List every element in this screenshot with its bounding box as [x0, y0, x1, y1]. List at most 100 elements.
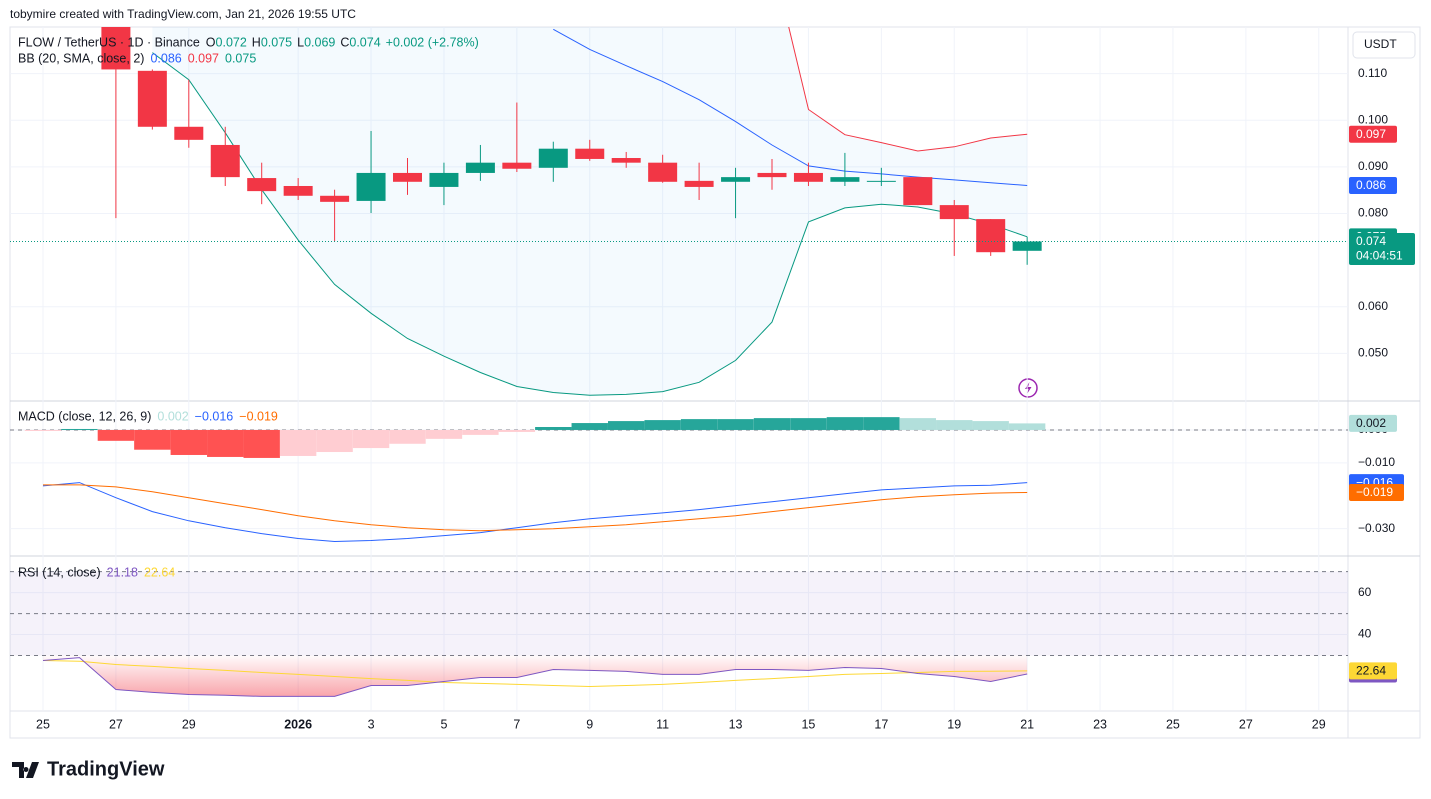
candle-body: [648, 162, 678, 182]
macd-histogram-bar: [680, 419, 718, 430]
y-tick-label: 0.110: [1358, 66, 1387, 80]
currency[interactable]: USDT: [1364, 37, 1397, 51]
currency-button[interactable]: [1352, 31, 1416, 59]
bb-line: [152, 52, 1028, 396]
logo-mark: [12, 762, 39, 778]
macd-histogram-bar: [571, 423, 608, 430]
price-label-box: [1349, 177, 1397, 195]
frame: [9, 26, 1421, 739]
macd-histogram-bar: [61, 428, 98, 430]
legend-text: FLOW / TetherUS · 1D · Binance: [18, 35, 200, 49]
legend-text: MACD (close, 12, 26, 9): [18, 409, 151, 423]
legend-text: −0.016: [195, 409, 234, 423]
rsi-line: [42, 660, 1028, 688]
x-tick-label: 29: [1312, 717, 1326, 731]
macd-histogram-bar: [790, 418, 827, 430]
macd-line: [43, 484, 1028, 532]
x-tick-label: 23: [1093, 717, 1107, 731]
candle-body: [465, 162, 495, 173]
candle-body: [830, 177, 860, 182]
logo: TradingView: [12, 758, 165, 780]
legend-text: −0.019: [239, 409, 278, 423]
x-tick-label: 9: [586, 717, 593, 731]
bb-line: [788, 27, 1028, 152]
candle-body: [757, 172, 787, 178]
last-price-box: [1349, 232, 1415, 265]
x-tick-label: 21: [1020, 717, 1034, 731]
oversold-fill: [43, 655, 1028, 697]
legend-text: 0.075: [261, 35, 292, 49]
price-label: 0.086: [1356, 178, 1386, 192]
candle-body: [721, 177, 751, 182]
legend-text: 0.002: [157, 409, 188, 423]
y-tick-label: 0.050: [1358, 346, 1388, 360]
x-tick-label: 3: [368, 717, 375, 731]
candle-body: [429, 172, 459, 187]
x-tick-label: 25: [1166, 717, 1180, 731]
x-tick-label: 2026: [284, 717, 312, 731]
candle-body: [793, 172, 823, 182]
candle-body: [247, 178, 277, 192]
x-tick-label: 25: [36, 717, 50, 731]
legend-text: BB (20, SMA, close, 2): [18, 51, 144, 65]
candle-body: [283, 185, 313, 196]
y-tick-label: −0.030: [1358, 521, 1395, 535]
legend-text: 0.069: [304, 35, 335, 49]
y-tick-label: 0.090: [1358, 159, 1388, 173]
macd-histogram-bar: [97, 429, 135, 441]
legend-text: 0.074: [349, 35, 380, 49]
legend-text: RSI (14, close): [18, 565, 101, 579]
legend-text: L: [297, 35, 304, 49]
x-tick-label: 27: [109, 717, 123, 731]
candle-body: [101, 27, 131, 70]
macd-histogram-bar: [936, 420, 973, 430]
macd-histogram-bar: [717, 419, 754, 430]
bb-line: [553, 28, 1028, 186]
y-tick-label: 0.080: [1358, 206, 1388, 220]
last-price-label: 0.074: [1356, 234, 1386, 248]
price-label: 0.097: [1356, 127, 1386, 141]
price-label-box: [1349, 414, 1397, 432]
candle-body: [356, 172, 386, 201]
candle-body: [502, 162, 532, 169]
macd-histogram-bar: [170, 429, 207, 455]
price-pane: [101, 27, 1042, 396]
rsi-pane: [10, 571, 1348, 697]
x-tick-label: 13: [729, 717, 743, 731]
x-tick-label: 5: [440, 717, 447, 731]
macd-histogram-bar: [24, 429, 62, 431]
macd-histogram-bar: [316, 429, 353, 453]
legend-text: 0.097: [188, 51, 219, 65]
legend-text: 0.072: [216, 35, 247, 49]
x-tick-label: 29: [182, 717, 196, 731]
legend-text: 21.18: [107, 565, 138, 579]
x-tick-label: 19: [947, 717, 961, 731]
candle-body: [137, 70, 167, 127]
legend-text: H: [252, 35, 261, 49]
macd-histogram-bar: [1008, 423, 1046, 430]
macd-pane: [10, 417, 1348, 543]
candle-body: [939, 205, 969, 220]
y-tick-label: 60: [1358, 585, 1372, 599]
macd-histogram-bar: [352, 429, 390, 449]
candle-body: [393, 172, 422, 182]
candle-body: [1012, 241, 1042, 251]
macd-histogram-bar: [826, 417, 864, 430]
legend-text: 22.64: [144, 565, 175, 579]
candle-body: [174, 126, 204, 140]
legend-text: 0.086: [150, 51, 181, 65]
attribution: tobymire created with TradingView.com, J…: [10, 7, 356, 21]
macd-histogram-bar: [207, 429, 244, 457]
macd-histogram-bar: [462, 429, 499, 435]
candle-body: [684, 180, 714, 187]
macd-histogram-bar: [753, 418, 791, 430]
macd-histogram-bar: [389, 429, 426, 444]
candle-body: [903, 177, 933, 206]
y-tick-label: 40: [1358, 627, 1372, 641]
candle-body: [611, 158, 641, 163]
legend-text: O: [206, 35, 216, 49]
macd-histogram-bar: [863, 417, 900, 430]
candle-body: [320, 195, 350, 202]
x-tick-label: 27: [1239, 717, 1253, 731]
